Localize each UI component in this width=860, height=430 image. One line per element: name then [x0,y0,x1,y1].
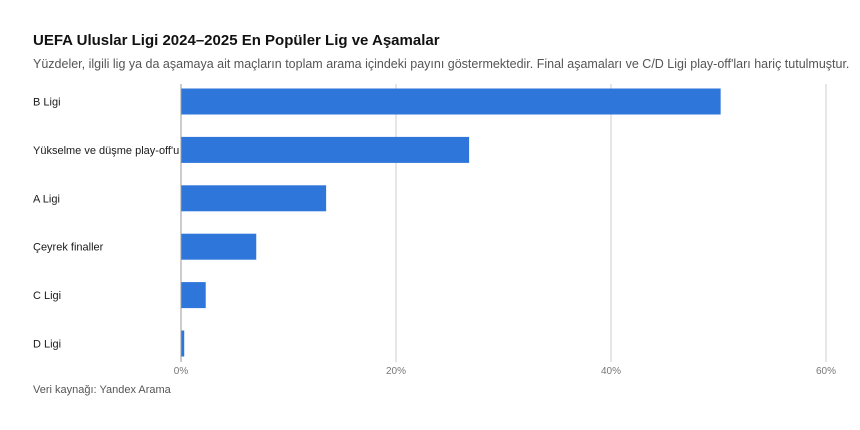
category-label-2: A Ligi [33,193,60,205]
x-tick-label-20: 20% [386,366,406,377]
category-label-3: Çeyrek finaller [33,242,104,254]
x-tick-label-60: 60% [816,366,836,377]
bar-1 [181,136,470,163]
chart-subtitle: Yüzdeler, ilgili lig ya da aşamaya ait m… [33,57,850,71]
chart-title: UEFA Uluslar Ligi 2024–2025 En Popüler L… [33,32,440,49]
category-label-5: D Ligi [33,339,61,351]
data-source-note: Veri kaynağı: Yandex Arama [33,384,171,396]
category-label-1: Yükselme ve düşme play-off'u [33,145,179,157]
bar-5 [181,330,185,357]
category-label-4: C Ligi [33,290,61,302]
category-label-0: B Ligi [33,97,61,109]
bar-4 [181,282,206,309]
bar-3 [181,233,257,260]
x-tick-label-0: 0% [174,366,189,377]
bar-2 [181,185,327,212]
x-tick-label-40: 40% [601,366,621,377]
bar-0 [181,88,721,115]
